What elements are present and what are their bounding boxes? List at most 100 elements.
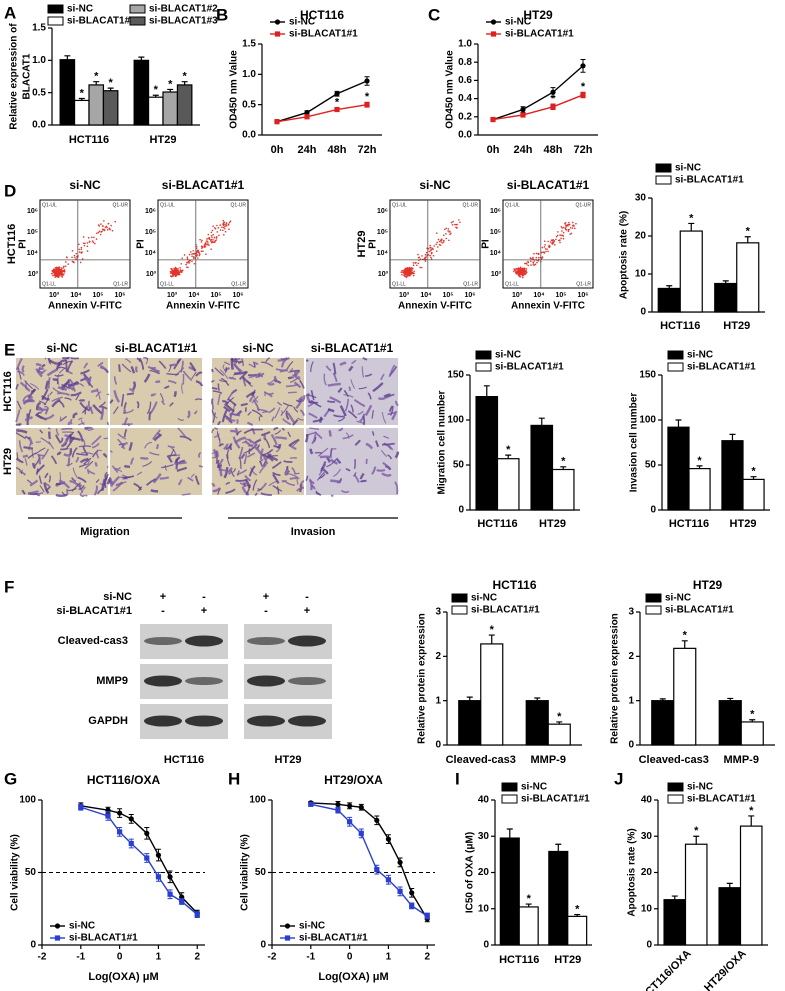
cell-stain [170,447,177,456]
x-tick-label: 10⁵ [555,292,566,299]
bar [59,59,76,126]
event-dot [519,273,522,276]
cell-stain [66,360,74,373]
cell-stain [130,457,135,465]
legend-swatch [645,593,662,603]
x-tick-label: 10³ [512,292,523,299]
cell-stain [357,410,364,415]
cell-stain [117,438,126,450]
plot-frame [389,199,481,289]
event-dot [54,276,57,278]
cell-stain [223,405,231,413]
event-dot [433,245,436,247]
cell-stain [317,447,329,457]
event-dot [205,253,207,255]
error-bar [748,815,755,827]
cell-stain [47,377,51,389]
event-dot [524,262,526,265]
event-dot [543,246,546,248]
cell-stain [75,452,88,456]
cell-stain [244,440,254,448]
cell-stain [55,361,61,370]
point [144,830,150,836]
bar [718,700,742,746]
cell-stain [26,479,33,485]
protein-label: Cleaved-cas3 [58,635,128,647]
x-tick-label: -2 [268,952,277,963]
cell-stain [195,380,204,387]
cell-stain [383,393,392,398]
cell-stain [283,460,293,463]
cell-stain [218,468,229,473]
event-dot [403,273,406,275]
event-dot [408,266,411,269]
cell-stain [394,481,399,495]
cell-stain [287,391,297,394]
event-dot [212,233,214,236]
event-dot [51,272,53,275]
cell-stain [109,450,113,454]
cell-stain [225,488,236,495]
error-bar [671,895,678,900]
x-tick-label: Cleaved-cas3 [446,754,516,766]
event-dot [104,226,107,229]
cell-stain [95,451,100,459]
cell-stain [77,483,83,487]
event-dot [228,221,231,224]
event-dot [225,225,228,227]
bar [718,887,742,946]
event-dot [449,232,452,235]
legend-label: si-BLACAT1#1 [521,794,590,805]
cell-stain [344,398,350,412]
y-tick-label: 1.0 [32,55,46,66]
event-dot [561,230,563,232]
event-dot [176,273,178,276]
cell-stain [343,394,354,398]
cell-stain [258,416,261,422]
cell-stain [293,406,299,413]
cell-stain [161,400,166,406]
event-dot [60,273,63,276]
y-axis-label: PI [18,239,29,249]
cell-stain [39,429,44,434]
cell-stain [212,448,218,459]
legend-label: si-BLACAT1#1 [299,933,368,944]
legend-swatch [451,593,468,603]
cell-stain [149,369,160,375]
event-dot [441,242,444,244]
cell-stain [327,382,341,387]
cell-stain [168,379,177,385]
event-dot [443,239,445,242]
cell-stain [55,428,60,436]
cell-stain [135,365,138,373]
cell-stain [353,459,356,469]
event-dot [178,271,181,273]
cell-stain [296,476,299,485]
event-dot [192,252,194,255]
significance: * [575,903,580,915]
cell-stain [29,479,39,487]
point [580,63,586,69]
cell-stain [375,440,380,448]
point [167,874,173,880]
event-dot [61,271,63,274]
cell-stain [315,491,322,496]
cell-stain [78,417,83,421]
event-dot [555,235,558,238]
significance: * [94,71,99,83]
event-dot [401,273,403,276]
event-dot [171,269,174,272]
y-tick-label: 0 [646,940,652,951]
event-dot [222,223,224,225]
cell-stain [123,408,126,415]
cell-stain [71,482,81,492]
cell-stain [174,367,185,377]
event-dot [219,224,222,226]
chart-title: HCT116 [300,8,344,22]
event-dot [410,273,412,276]
y-tick-label: 3 [628,607,634,618]
event-dot [527,264,530,267]
cell-stain [30,388,36,393]
y-tick-label: 10 [641,903,653,914]
